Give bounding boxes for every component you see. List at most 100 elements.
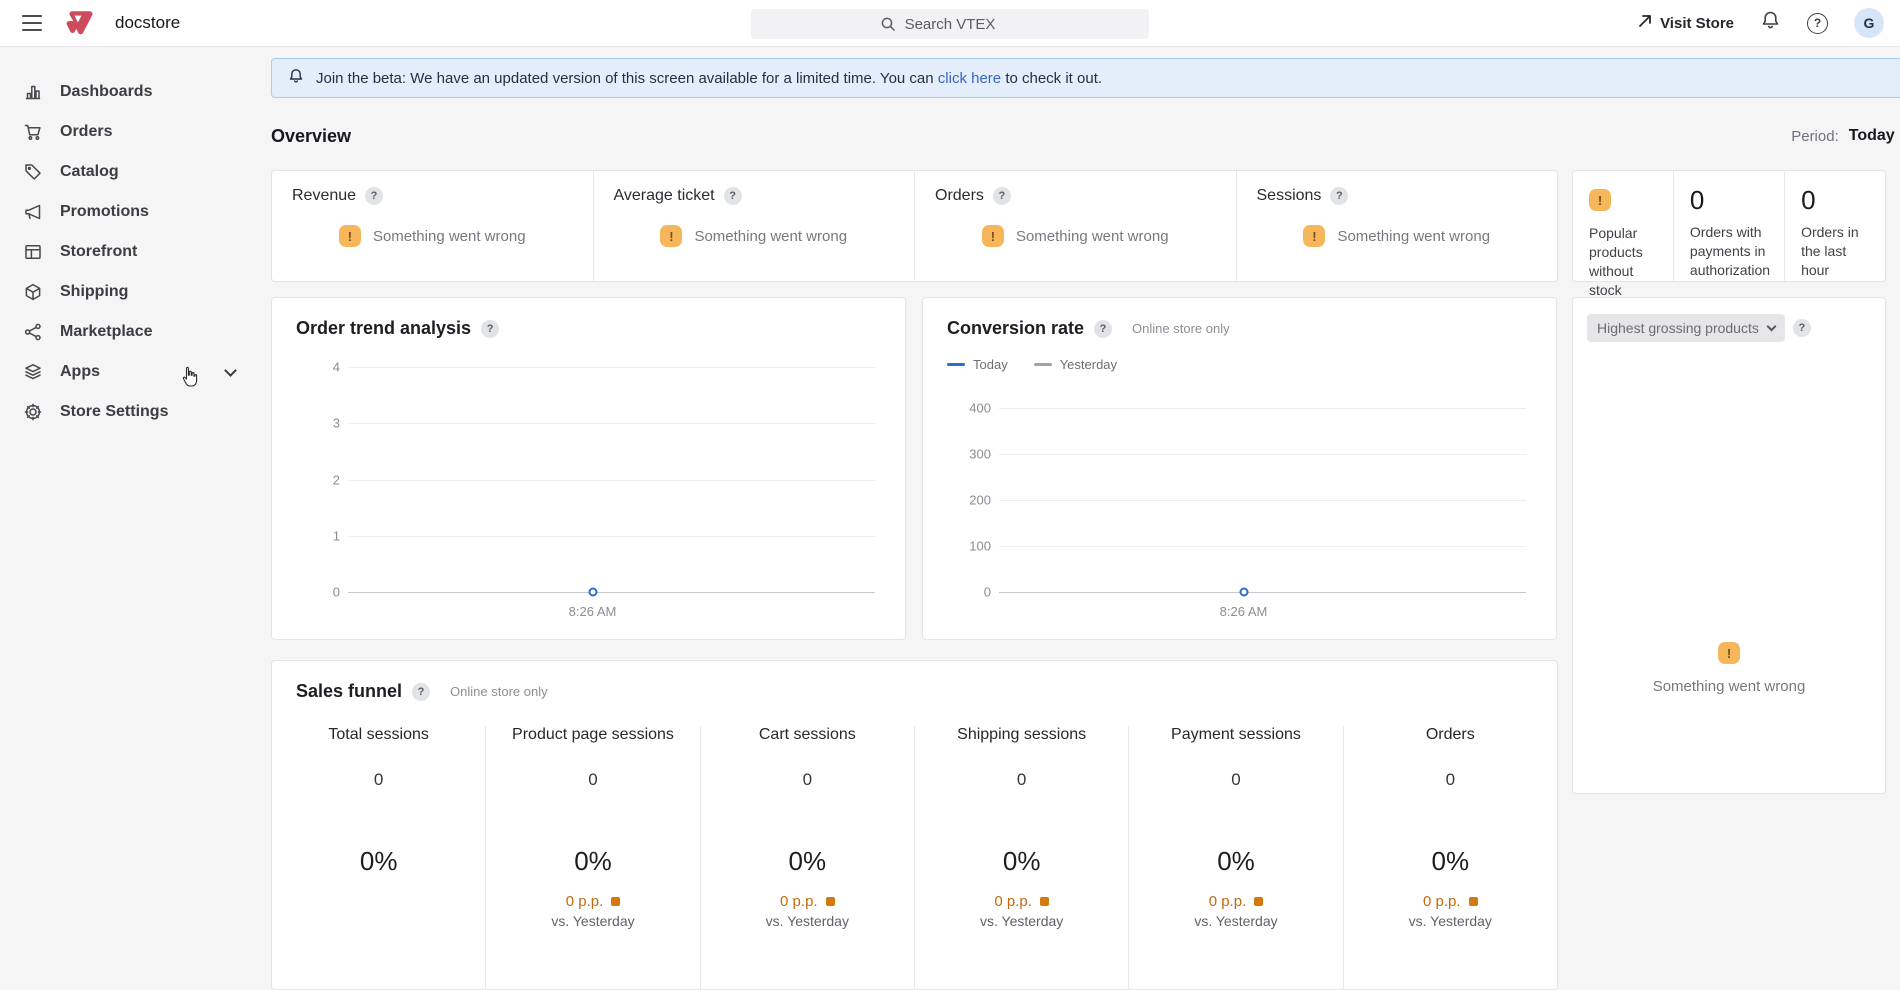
- chart-title: Order trend analysis: [296, 318, 472, 338]
- error-text: Something went wrong: [694, 227, 848, 245]
- beta-banner: Join the beta: We have an updated versio…: [271, 58, 1900, 98]
- highest-grossing-dropdown[interactable]: Highest grossing products: [1587, 314, 1785, 342]
- layers-icon: [25, 364, 41, 380]
- storefront-icon: [25, 245, 41, 259]
- gridline: [348, 479, 875, 481]
- funnel-columns: Total sessions 0 0% Product page session…: [272, 726, 1557, 989]
- sidebar-item-label: Marketplace: [60, 323, 153, 340]
- kpi-title: Average ticket: [613, 187, 715, 204]
- help-icon[interactable]: ?: [481, 319, 500, 338]
- chart-title: Conversion rate: [947, 318, 1085, 338]
- funnel-vs-label: vs. Yesterday: [551, 913, 635, 929]
- error-text: Something went wrong: [1015, 227, 1169, 245]
- funnel-pp-change: 0 p.p.: [1208, 893, 1247, 910]
- funnel-header: Orders: [1425, 726, 1475, 743]
- overview-header: Overview Period: Today Compare with: Yes…: [271, 122, 1900, 150]
- funnel-percent: 0%: [574, 846, 612, 876]
- period-value: Today: [1848, 127, 1895, 144]
- highest-grossing-products-card: Highest grossing products ? ! Something …: [1572, 297, 1886, 794]
- help-icon[interactable]: ?: [1330, 187, 1349, 205]
- stat-label: Orders with payments in authorization: [1689, 224, 1771, 278]
- conversion-rate-card: Conversion rate ? Online store only Toda…: [922, 297, 1557, 640]
- funnel-header: Total sessions: [328, 726, 429, 743]
- order-trend-analysis-card: Order trend analysis ? 4 3 2 1 0 8:26 AM: [271, 297, 906, 640]
- warning-icon: !: [1718, 642, 1740, 664]
- error-state: ! Something went wrong: [1587, 642, 1871, 695]
- error-text: Something went wrong: [1337, 227, 1491, 245]
- sidebar-item-dashboards[interactable]: Dashboards: [0, 72, 255, 112]
- period-select[interactable]: Today: [1849, 127, 1900, 145]
- sidebar-item-storefront[interactable]: Storefront: [0, 232, 255, 272]
- kpi-row: Revenue? ! Something went wrong Average t…: [271, 170, 1900, 298]
- funnel-pp-change: 0 p.p.: [994, 893, 1032, 910]
- warning-icon: !: [981, 225, 1004, 247]
- x-axis-tick: 8:26 AM: [1219, 604, 1268, 619]
- gridline: [999, 454, 1526, 455]
- sidebar-item-apps[interactable]: Apps: [0, 352, 255, 392]
- notifications-bell-icon[interactable]: [1760, 10, 1781, 36]
- stat-value: 0: [1689, 185, 1705, 215]
- visit-store-button[interactable]: Visit Store: [1638, 14, 1734, 32]
- funnel-percent: 0%: [788, 846, 827, 876]
- sidebar-item-label: Orders: [60, 123, 113, 140]
- help-icon[interactable]: ?: [1792, 319, 1811, 337]
- gridline: [999, 546, 1526, 547]
- cart-icon: [24, 124, 41, 140]
- help-icon[interactable]: ?: [412, 682, 431, 701]
- funnel-header: Shipping sessions: [957, 726, 1087, 743]
- visit-store-label: Visit Store: [1660, 14, 1734, 32]
- banner-suffix: to check it out.: [1005, 69, 1103, 87]
- order-trend-chart: 4 3 2 1 0 8:26 AM: [310, 360, 875, 619]
- stat-popular-products-without-stock: ! Popular products without stock: [1573, 171, 1673, 298]
- search-input[interactable]: [751, 9, 1149, 39]
- y-axis-tick: 300: [969, 446, 991, 462]
- help-icon[interactable]: ?: [992, 187, 1011, 205]
- search-field[interactable]: [751, 9, 1149, 39]
- help-icon[interactable]: ?: [1807, 12, 1828, 34]
- dropdown-label: Highest grossing products: [1597, 320, 1759, 336]
- bell-icon: [288, 68, 304, 89]
- y-axis-tick: 4: [332, 359, 340, 375]
- y-axis-tick: 200: [969, 492, 991, 508]
- kpi-card-sessions: Sessions? ! Something went wrong: [1235, 171, 1558, 281]
- help-icon[interactable]: ?: [1094, 319, 1113, 338]
- sidebar-item-label: Store Settings: [60, 403, 169, 420]
- gridline: [348, 423, 875, 425]
- neutral-change-icon: [1039, 897, 1049, 906]
- banner-text: Join the beta: We have an updated versio…: [316, 70, 1102, 87]
- vtex-logo-icon[interactable]: [66, 10, 93, 36]
- sidebar-item-catalog[interactable]: Catalog: [0, 152, 255, 192]
- funnel-header: Payment sessions: [1171, 726, 1301, 743]
- sidebar-item-marketplace[interactable]: Marketplace: [0, 312, 255, 352]
- sidebar-item-shipping[interactable]: Shipping: [0, 272, 255, 312]
- store-name: docstore: [115, 13, 181, 32]
- banner-click-here-link[interactable]: click here: [937, 69, 1002, 87]
- warning-icon: !: [660, 225, 683, 247]
- chevron-down-icon: [1766, 321, 1777, 331]
- share-icon: [24, 323, 41, 341]
- kpi-card-revenue: Revenue? ! Something went wrong: [272, 171, 593, 281]
- sidebar-item-store-settings[interactable]: Store Settings: [0, 392, 255, 432]
- sidebar-item-label: Promotions: [60, 203, 149, 220]
- funnel-column-cart-sessions: Cart sessions 0 0% 0 p.p. vs. Yesterday: [699, 726, 914, 989]
- sidebar-item-promotions[interactable]: Promotions: [0, 192, 255, 232]
- help-icon[interactable]: ?: [365, 187, 384, 205]
- legend-label: Yesterday: [1059, 357, 1118, 372]
- sidebar-item-label: Storefront: [60, 243, 138, 260]
- data-point[interactable]: [588, 587, 597, 597]
- funnel-column-total-sessions: Total sessions 0 0%: [272, 726, 485, 989]
- y-axis-tick: 100: [969, 538, 991, 554]
- data-point[interactable]: [1239, 587, 1248, 597]
- sales-funnel-card: Sales funnel ? Online store only Total s…: [271, 660, 1558, 990]
- chevron-down-icon: [224, 363, 237, 377]
- stat-orders-last-hour: 0 Orders in the last hour: [1784, 171, 1885, 281]
- sidebar-item-orders[interactable]: Orders: [0, 112, 255, 152]
- charts-row: Order trend analysis ? 4 3 2 1 0 8:26 AM: [271, 297, 1900, 640]
- legend-label: Today: [973, 357, 1008, 372]
- stat-label: Popular products without stock: [1589, 225, 1643, 298]
- help-icon[interactable]: ?: [723, 187, 742, 205]
- gridline: [999, 500, 1526, 501]
- avatar[interactable]: G: [1854, 8, 1884, 38]
- menu-icon[interactable]: [22, 15, 42, 31]
- funnel-value: 0: [1016, 770, 1027, 789]
